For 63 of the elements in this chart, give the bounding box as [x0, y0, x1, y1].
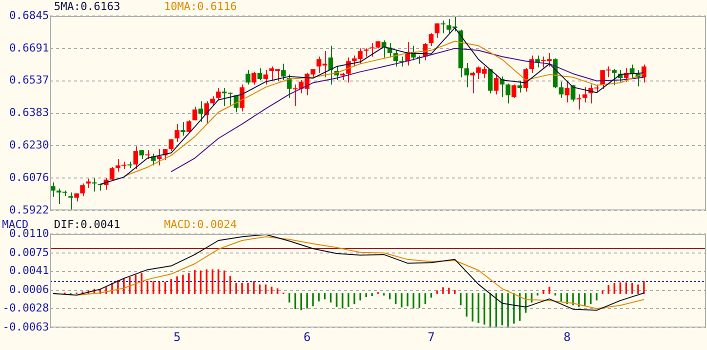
candlestick: [257, 68, 262, 81]
candlestick: [86, 178, 91, 188]
candlestick: [582, 86, 588, 103]
y-tick-label: 0.0006: [9, 283, 49, 296]
text: 10MA:0.6116: [164, 0, 237, 13]
candlestick: [180, 122, 186, 136]
y-tick-label: 0.6076: [9, 170, 49, 184]
y-tick-label: 0.6537: [9, 74, 49, 87]
candlestick: [382, 40, 386, 58]
text: 5MA:0.6163: [54, 0, 120, 13]
candlestick: [192, 106, 198, 121]
text: DIF:0.0041: [54, 218, 120, 231]
candlestick: [252, 71, 256, 85]
candlestick: [216, 88, 221, 100]
y-tick-label: 0.0041: [9, 264, 49, 278]
candlestick: [370, 42, 374, 58]
y-tick-label: 0.0075: [9, 246, 49, 259]
candlestick: [174, 123, 180, 142]
x-tick-label: 5: [173, 330, 181, 344]
candlestick: [494, 74, 499, 95]
y-tick-label: 0.5922: [9, 203, 49, 216]
x-tick-label: 8: [564, 330, 571, 344]
candlestick: [116, 158, 120, 172]
candlestick: [186, 120, 192, 134]
candlestick: [198, 100, 204, 123]
x-tick-label: 7: [428, 330, 435, 344]
candlestick: [80, 182, 85, 197]
candlestick: [434, 22, 440, 38]
candlestick: [558, 81, 564, 98]
candlestick: [440, 20, 446, 34]
candlestick: [470, 71, 475, 94]
series-label: MACD:0.0024: [164, 218, 238, 231]
candlestick: [464, 62, 470, 88]
candlestick: [110, 166, 114, 182]
candlestick: [122, 161, 126, 170]
candlestick: [512, 84, 516, 98]
candlestick: [92, 177, 97, 192]
candlestick: [564, 80, 570, 103]
candlestick: [246, 70, 250, 85]
candlestick: [204, 100, 209, 124]
candlestick: [488, 68, 493, 94]
candlestick: [612, 68, 617, 86]
x-tick-label: 6: [303, 330, 311, 344]
candlestick: [68, 192, 74, 211]
y-tick-label: 0.6230: [9, 138, 49, 152]
y-tick-label: 0.6383: [9, 106, 49, 120]
candlestick: [428, 32, 434, 46]
candlestick: [506, 83, 510, 104]
candlestick: [168, 138, 174, 152]
candlestick: [500, 76, 504, 98]
candlestick: [576, 94, 582, 110]
y-tick-label: 0.6691: [9, 41, 49, 54]
candlestick: [642, 64, 646, 84]
candlestick: [281, 63, 286, 81]
y-tick-label: -0.0028: [2, 302, 49, 315]
candlestick: [263, 70, 268, 85]
y-tick-label: 0.6845: [9, 8, 49, 22]
candlestick: [570, 84, 576, 102]
candlestick: [50, 182, 56, 198]
candlestick: [133, 146, 138, 170]
candlestick: [240, 84, 244, 112]
y-tick-label: -0.0063: [2, 320, 49, 334]
candlestick: [210, 96, 215, 106]
